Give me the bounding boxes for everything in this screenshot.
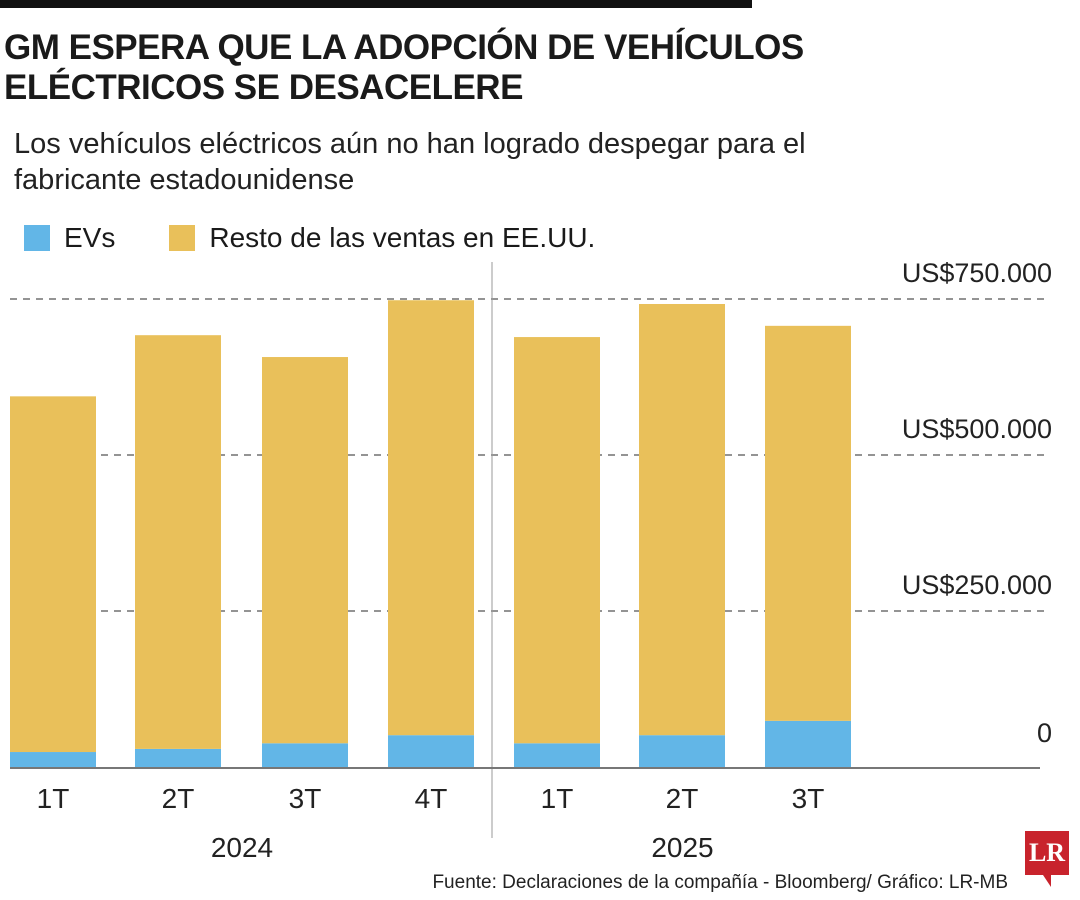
legend-swatch-rest xyxy=(169,225,196,251)
year-label: 2025 xyxy=(651,832,713,863)
legend: EVs Resto de las ventas en EE.UU. xyxy=(24,222,649,254)
x-tick-label: 3T xyxy=(289,783,322,814)
bar-evs xyxy=(135,748,221,767)
x-tick-label: 3T xyxy=(792,783,825,814)
bar-rest xyxy=(639,303,725,736)
legend-label-evs: EVs xyxy=(64,222,116,253)
year-label: 2024 xyxy=(211,832,273,863)
source-note: Fuente: Declaraciones de la compañía - B… xyxy=(432,872,1008,893)
legend-swatch-evs xyxy=(24,225,50,251)
bar-rest xyxy=(514,337,600,744)
bar-evs xyxy=(514,743,600,767)
bar-rest xyxy=(388,300,474,736)
bar-rest xyxy=(10,396,96,753)
legend-label-rest: Resto de las ventas en EE.UU. xyxy=(209,222,596,253)
x-tick-label: 1T xyxy=(541,783,574,814)
bar-evs xyxy=(639,735,725,767)
bar-rest xyxy=(765,325,851,721)
bar-rest xyxy=(262,357,348,744)
legend-item-rest: Resto de las ventas en EE.UU. xyxy=(169,222,595,254)
legend-item-evs: EVs xyxy=(24,222,115,254)
y-tick-label: US$500.000 xyxy=(902,414,1052,444)
y-tick-label: US$250.000 xyxy=(902,570,1052,600)
x-tick-label: 2T xyxy=(162,783,195,814)
x-tick-label: 2T xyxy=(666,783,699,814)
x-tick-label: 4T xyxy=(415,783,448,814)
bar-evs xyxy=(765,720,851,767)
chart-subtitle: Los vehículos eléctricos aún no han logr… xyxy=(14,128,806,196)
bar-evs xyxy=(388,735,474,767)
logo-text: LR xyxy=(1028,838,1066,867)
bar-evs xyxy=(262,743,348,767)
bar-evs xyxy=(10,752,96,767)
top-rule xyxy=(0,0,752,8)
chart-title: GM ESPERA QUE LA ADOPCIÓN DE VEHÍCULOS E… xyxy=(4,28,804,107)
y-tick-label: US$750.000 xyxy=(902,258,1052,288)
x-tick-label: 1T xyxy=(37,783,70,814)
bar-rest xyxy=(135,335,221,749)
lr-logo: LR xyxy=(1025,831,1069,887)
y-tick-label: 0 xyxy=(1037,718,1052,748)
